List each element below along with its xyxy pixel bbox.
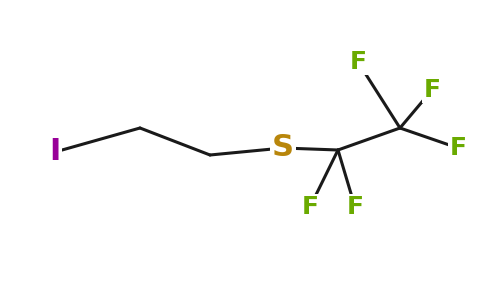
- Text: F: F: [302, 195, 318, 219]
- Text: F: F: [450, 136, 467, 160]
- Text: F: F: [347, 195, 363, 219]
- Text: S: S: [272, 134, 294, 163]
- Text: F: F: [349, 50, 366, 74]
- Text: I: I: [49, 137, 60, 166]
- Text: F: F: [424, 78, 440, 102]
